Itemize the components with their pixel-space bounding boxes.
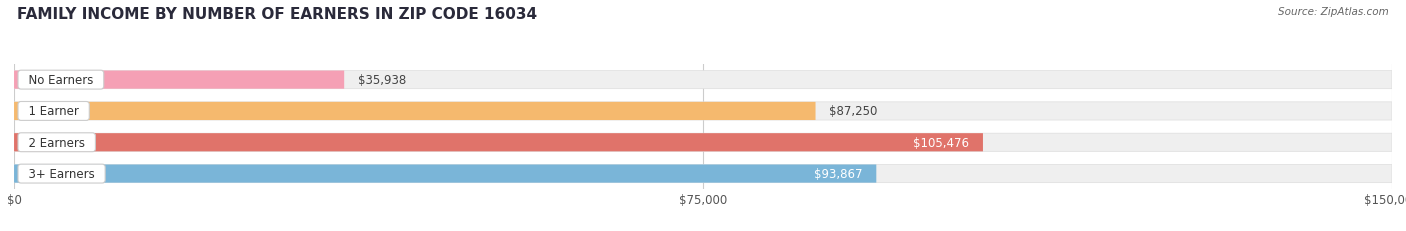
Text: FAMILY INCOME BY NUMBER OF EARNERS IN ZIP CODE 16034: FAMILY INCOME BY NUMBER OF EARNERS IN ZI… bbox=[17, 7, 537, 22]
Text: No Earners: No Earners bbox=[21, 74, 101, 87]
Text: 2 Earners: 2 Earners bbox=[21, 136, 93, 149]
Text: $87,250: $87,250 bbox=[830, 105, 877, 118]
Text: Source: ZipAtlas.com: Source: ZipAtlas.com bbox=[1278, 7, 1389, 17]
FancyBboxPatch shape bbox=[14, 102, 815, 121]
FancyBboxPatch shape bbox=[14, 165, 1392, 183]
FancyBboxPatch shape bbox=[14, 102, 1392, 121]
Text: $35,938: $35,938 bbox=[359, 74, 406, 87]
FancyBboxPatch shape bbox=[14, 71, 344, 89]
FancyBboxPatch shape bbox=[14, 134, 1392, 152]
FancyBboxPatch shape bbox=[14, 134, 983, 152]
FancyBboxPatch shape bbox=[14, 71, 1392, 89]
Text: 3+ Earners: 3+ Earners bbox=[21, 167, 103, 180]
Text: 1 Earner: 1 Earner bbox=[21, 105, 86, 118]
Text: $93,867: $93,867 bbox=[814, 167, 862, 180]
Text: $105,476: $105,476 bbox=[912, 136, 969, 149]
FancyBboxPatch shape bbox=[14, 165, 876, 183]
